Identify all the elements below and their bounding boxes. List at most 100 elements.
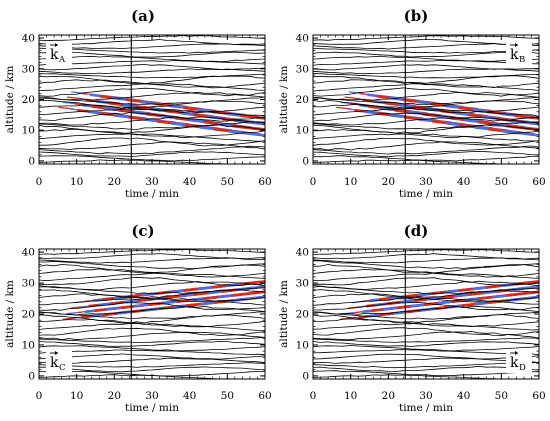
ray-line bbox=[313, 60, 539, 65]
x-tick-label: 10 bbox=[344, 176, 357, 188]
k-vector-subscript: A bbox=[58, 55, 66, 65]
x-tick-label: 20 bbox=[382, 176, 395, 188]
y-axis-label: altitude / km bbox=[278, 66, 290, 134]
y-tick-label: 10 bbox=[296, 339, 309, 351]
ray-line bbox=[313, 52, 539, 57]
x-tick-label: 40 bbox=[183, 176, 196, 188]
ray-line bbox=[313, 93, 539, 101]
x-tick-label: 40 bbox=[457, 176, 470, 188]
y-tick-label: 40 bbox=[296, 33, 309, 45]
ray-line bbox=[313, 354, 539, 359]
ray-line bbox=[39, 367, 265, 372]
ray-line bbox=[313, 69, 539, 74]
ray-line bbox=[313, 286, 539, 294]
ray-line bbox=[313, 350, 539, 355]
k-vector-subscript: C bbox=[59, 363, 66, 373]
ray-line bbox=[39, 40, 265, 45]
ray-line bbox=[39, 134, 265, 142]
ray-line bbox=[313, 40, 539, 45]
x-tick-label: 50 bbox=[221, 390, 234, 402]
y-tick-label: 20 bbox=[22, 309, 35, 321]
k-vector-label: k bbox=[510, 355, 519, 371]
ray-line bbox=[39, 350, 265, 355]
ray-line bbox=[39, 80, 265, 88]
x-tick-label: 20 bbox=[108, 176, 121, 188]
y-tick-label: 40 bbox=[22, 33, 35, 45]
y-tick-label: 30 bbox=[22, 63, 35, 75]
ray-line bbox=[313, 269, 539, 277]
ray-line bbox=[39, 332, 265, 340]
y-tick-label: 10 bbox=[22, 339, 35, 351]
y-tick-label: 0 bbox=[28, 155, 35, 167]
x-tick-label: 0 bbox=[36, 390, 43, 402]
y-tick-label: 30 bbox=[22, 278, 35, 290]
ray-line bbox=[313, 358, 539, 363]
k-vector-label: k bbox=[510, 47, 519, 63]
ray-line bbox=[39, 142, 265, 150]
y-tick-label: 0 bbox=[28, 370, 35, 382]
x-tick-label: 50 bbox=[221, 176, 234, 188]
x-axis-label: time / min bbox=[125, 188, 179, 200]
x-tick-label: 0 bbox=[36, 176, 43, 188]
x-tick-label: 50 bbox=[495, 176, 508, 188]
x-axis-label: time / min bbox=[399, 402, 453, 414]
y-tick-label: 10 bbox=[22, 125, 35, 137]
k-vector-label: k bbox=[50, 355, 59, 371]
ray-line bbox=[313, 76, 539, 84]
ray-line bbox=[39, 358, 265, 363]
x-tick-label: 50 bbox=[495, 390, 508, 402]
y-tick-label: 20 bbox=[296, 309, 309, 321]
k-vector-subscript: B bbox=[519, 55, 525, 65]
x-tick-label: 40 bbox=[457, 390, 470, 402]
x-tick-label: 10 bbox=[70, 176, 83, 188]
x-tick-label: 30 bbox=[419, 390, 432, 402]
x-tick-label: 0 bbox=[310, 176, 317, 188]
y-tick-label: 20 bbox=[296, 94, 309, 106]
ray-line bbox=[39, 92, 265, 100]
ray-line bbox=[313, 254, 539, 259]
x-tick-label: 20 bbox=[108, 390, 121, 402]
ray-line bbox=[313, 84, 539, 91]
x-tick-label: 60 bbox=[532, 390, 545, 402]
y-tick-label: 10 bbox=[296, 125, 309, 137]
ray-line bbox=[313, 65, 539, 70]
y-tick-label: 30 bbox=[296, 278, 309, 290]
y-axis-label: altitude / km bbox=[278, 280, 290, 348]
x-tick-label: 0 bbox=[310, 390, 317, 402]
x-tick-label: 30 bbox=[419, 176, 432, 188]
ray-line bbox=[39, 84, 265, 91]
ray-line bbox=[313, 142, 539, 150]
y-tick-label: 40 bbox=[296, 247, 309, 259]
x-axis-label: time / min bbox=[125, 402, 179, 414]
k-vector-label: k bbox=[50, 47, 59, 63]
x-axis-label: time / min bbox=[399, 188, 453, 200]
y-tick-label: 0 bbox=[302, 155, 309, 167]
ray-line bbox=[313, 319, 539, 327]
x-tick-label: 60 bbox=[258, 176, 271, 188]
ray-line bbox=[39, 274, 265, 281]
x-tick-label: 40 bbox=[183, 390, 196, 402]
ray-line bbox=[39, 346, 265, 351]
ray-line bbox=[39, 315, 265, 323]
y-axis-label: altitude / km bbox=[4, 280, 16, 348]
x-tick-label: 60 bbox=[532, 176, 545, 188]
ray-line bbox=[39, 254, 265, 259]
y-tick-label: 30 bbox=[296, 63, 309, 75]
y-axis-label: altitude / km bbox=[4, 66, 16, 134]
y-tick-label: 0 bbox=[302, 370, 309, 382]
ray-line bbox=[313, 366, 539, 371]
x-tick-label: 20 bbox=[382, 390, 395, 402]
plot-area bbox=[39, 250, 286, 381]
x-tick-label: 10 bbox=[344, 390, 357, 402]
ray-line bbox=[39, 61, 265, 66]
x-tick-label: 30 bbox=[145, 176, 158, 188]
y-tick-label: 20 bbox=[22, 94, 35, 106]
x-tick-label: 30 bbox=[145, 390, 158, 402]
y-tick-label: 40 bbox=[22, 247, 35, 259]
panel-letter: (c) bbox=[131, 222, 154, 240]
x-tick-label: 10 bbox=[70, 390, 83, 402]
